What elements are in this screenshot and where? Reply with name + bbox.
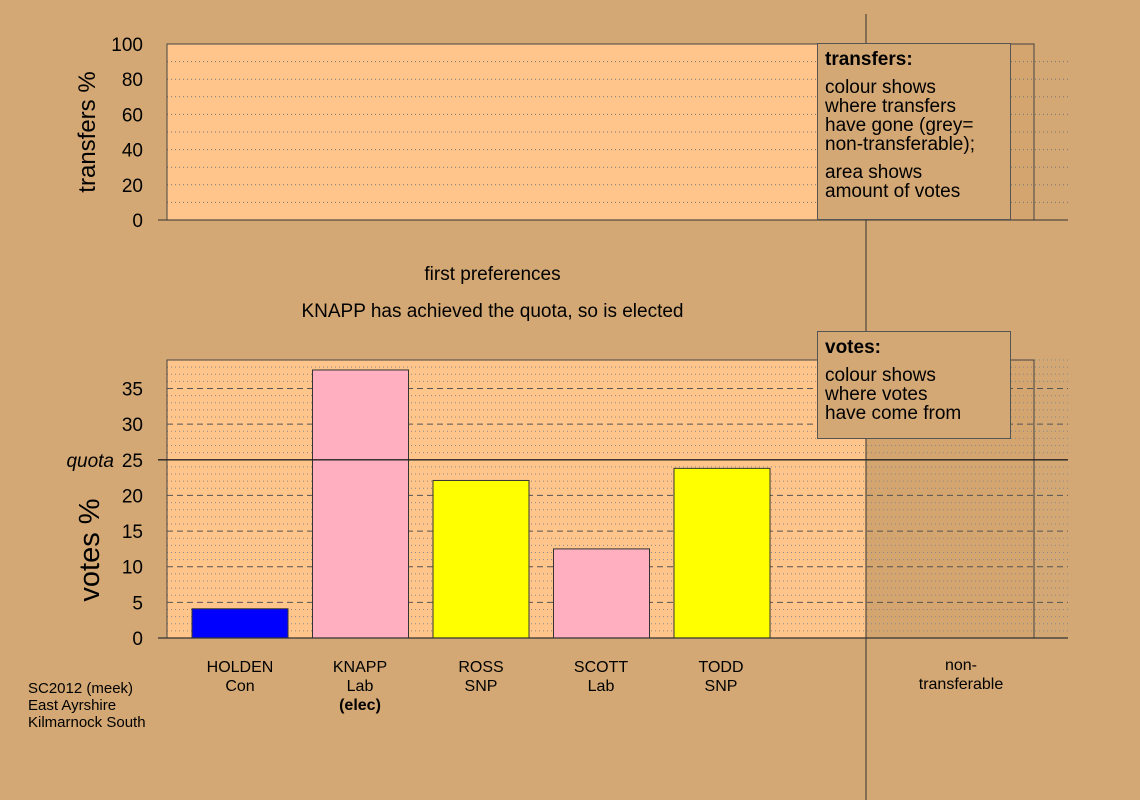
y-tick-label: 15 (122, 522, 143, 543)
legend-line: colour shows (825, 365, 936, 386)
y-tick-label: 20 (122, 176, 143, 197)
y-tick-label: 25 (122, 451, 143, 472)
legend-line: colour shows (825, 77, 936, 98)
footer-info: SC2012 (meek) East Ayrshire Kilmarnock S… (28, 680, 146, 731)
bar-scott (553, 548, 650, 639)
transfers-legend-text: colour shows where transfers have gone (… (825, 78, 1003, 154)
footer-line: East Ayrshire (28, 697, 117, 714)
bar-todd (673, 467, 771, 639)
elected-note: (elec) (339, 697, 381, 714)
transfers-legend: transfers: colour shows where transfers … (817, 43, 1011, 220)
legend-line: where transfers (825, 96, 956, 117)
nontransferable-label: non- transferable (918, 657, 1004, 693)
y-tick-label: 0 (132, 629, 143, 650)
votes-chart: quota 0 5 10 15 20 25 30 35 votes % (66, 359, 1068, 650)
candidate-name: SCOTT (573, 659, 629, 676)
y-axis-label: transfers % (74, 71, 101, 192)
y-tick-label: 5 (132, 593, 143, 614)
footer-line: Kilmarnock South (28, 714, 146, 731)
candidate-label-todd: TODD SNP (661, 658, 781, 696)
legend-line: area shows (825, 162, 923, 183)
candidate-party: SNP (704, 678, 738, 695)
candidate-name: KNAPP (332, 659, 388, 676)
y-tick-label: 30 (122, 415, 143, 436)
legend-line: have come from (825, 403, 962, 424)
votes-legend-title: votes: (825, 337, 881, 358)
candidate-name: TODD (698, 659, 744, 676)
candidate-party: SNP (464, 678, 498, 695)
transfers-legend-title: transfers: (825, 49, 913, 70)
transfers-legend-text-2: area shows amount of votes (825, 163, 1003, 201)
y-tick-label: 60 (122, 105, 143, 126)
y-tick-label: 35 (122, 380, 143, 401)
quota-label: quota (66, 451, 114, 472)
y-tick-label: 100 (111, 35, 143, 56)
y-tick-label: 10 (122, 558, 143, 579)
candidate-party: Con (225, 678, 255, 695)
y-tick-label: 80 (122, 70, 143, 91)
bar-ross (432, 479, 530, 639)
y-tick-label: 40 (122, 141, 143, 162)
candidate-label-ross: ROSS SNP (421, 658, 541, 696)
footer-line: SC2012 (meek) (28, 680, 134, 697)
y-axis-label: votes % (74, 498, 106, 601)
candidate-label-scott: SCOTT Lab (541, 658, 661, 696)
status-caption: KNAPP has achieved the quota, so is elec… (301, 301, 684, 322)
legend-line: have gone (grey= (825, 115, 974, 136)
candidate-name: ROSS (458, 659, 504, 676)
candidate-label-holden: HOLDEN Con (180, 658, 300, 696)
y-tick-label: 0 (132, 211, 143, 232)
legend-line: non-transferable); (825, 134, 975, 155)
legend-line: amount of votes (825, 181, 961, 202)
candidate-party: Lab (346, 678, 374, 695)
legend-line: where votes (825, 384, 928, 405)
candidate-name: HOLDEN (206, 659, 274, 676)
candidate-label-knapp: KNAPP Lab (elec) (300, 658, 420, 715)
votes-legend: votes: colour shows where votes have com… (817, 331, 1011, 439)
bar-knapp (312, 369, 409, 639)
votes-legend-text: colour shows where votes have come from (825, 366, 1003, 423)
candidate-party: Lab (587, 678, 615, 695)
y-tick-label: 20 (122, 486, 143, 507)
bar-holden (191, 608, 289, 639)
stage-caption: first preferences (424, 264, 561, 285)
